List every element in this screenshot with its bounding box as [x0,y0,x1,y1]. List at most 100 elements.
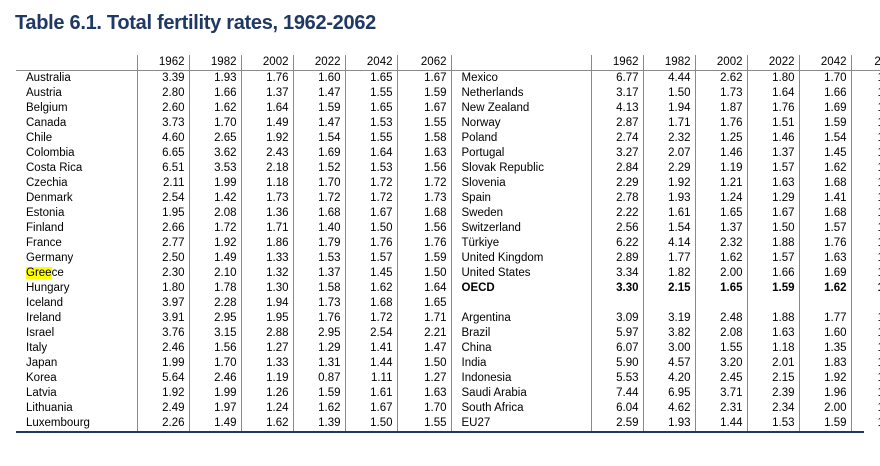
rate-cell: 1.61 [345,386,398,401]
rate-cell: 1.88 [747,311,800,326]
country-name: South Africa [451,401,592,416]
country-name: Chile [16,131,138,146]
rate-cell: 1.18 [747,341,800,356]
country-name: Netherlands [451,86,592,101]
rate-cell: 6.22 [591,236,644,251]
header-year: 1962 [591,55,644,71]
country-name: Estonia [16,206,138,221]
rate-cell: 1.62 [799,161,852,176]
rate-cell: 2.07 [643,146,696,161]
table-row: Estonia 1.95 2.08 1.36 1.68 1.67 1.68 Sweden 2.2… [16,206,880,221]
rate-cell: 2.89 [591,251,644,266]
header-year: 1962 [137,55,190,71]
rate-cell: 2.30 [137,266,190,281]
country-name: United States [451,266,592,281]
rate-cell: 2.22 [591,206,644,221]
rate-cell: 1.66 [799,86,852,101]
rate-cell: 2.87 [591,116,644,131]
rate-cell: 1.92 [189,236,242,251]
country-name: Korea [16,371,138,386]
rate-cell: 1.58 [397,131,452,146]
rate-cell: 3.97 [137,296,190,311]
rate-cell: 2.49 [137,401,190,416]
rate-cell: 1.60 [799,326,852,341]
rate-cell: 1.42 [189,191,242,206]
rate-cell: 1.48 [851,191,880,206]
rate-cell: 2.26 [137,416,190,431]
table-row: Lithuania 2.49 1.97 1.24 1.62 1.67 1.70 South A… [16,401,880,416]
rate-cell: 1.70 [397,401,452,416]
table-row: Denmark 2.54 1.42 1.73 1.72 1.72 1.73 Spain 2.78… [16,191,880,206]
table-row: Latvia 1.92 1.99 1.26 1.59 1.61 1.63 Saudi Arab… [16,386,880,401]
table-row: Japan 1.99 1.70 1.33 1.31 1.44 1.50 India 5.90 4.… [16,356,880,371]
country-name: India [451,356,592,371]
rate-cell: 2.01 [747,356,800,371]
rate-cell: 1.19 [695,161,748,176]
country-name: Greece [16,266,138,281]
rate-cell: 1.73 [293,296,346,311]
rate-cell: 1.72 [345,191,398,206]
rate-cell: 1.68 [851,101,880,116]
rate-cell: 1.44 [345,356,398,371]
rate-cell: 1.57 [851,131,880,146]
rate-cell: 1.47 [397,341,452,356]
country-name: Argentina [451,311,592,326]
rate-cell: 1.94 [241,296,294,311]
header-year: 2062 [851,55,880,71]
rate-cell [591,296,644,311]
rate-cell: 1.57 [747,251,800,266]
rate-cell: 1.92 [137,386,190,401]
country-name: Japan [16,356,138,371]
rate-cell: 2.32 [695,236,748,251]
rate-cell: 6.04 [591,401,644,416]
rate-cell: 1.64 [851,161,880,176]
rate-cell: 6.65 [137,146,190,161]
rate-cell: 4.44 [643,70,696,86]
rate-cell: 1.99 [137,356,190,371]
rate-cell: 7.44 [591,386,644,401]
country-name: Costa Rica [16,161,138,176]
rate-cell: 2.15 [747,371,800,386]
rate-cell: 1.80 [137,281,190,296]
rate-cell: 1.59 [293,386,346,401]
rate-cell: 1.60 [293,70,346,86]
rate-cell: 1.62 [293,401,346,416]
rate-cell: 1.33 [241,251,294,266]
header-row: 1962 1982 2002 2022 2042 2062 1962 1982 … [16,55,880,71]
rate-cell: 2.65 [189,131,242,146]
country-name: Türkiye [451,236,592,251]
rate-cell: 1.27 [397,371,452,386]
rate-cell: 1.73 [695,86,748,101]
rate-cell: 1.65 [695,281,748,296]
country-name: Switzerland [451,221,592,236]
rate-cell: 3.15 [189,326,242,341]
rate-cell: 1.56 [397,221,452,236]
rate-cell: 1.80 [747,70,800,86]
rate-cell: 2.08 [695,326,748,341]
rate-cell: 2.29 [591,176,644,191]
rate-cell: 2.00 [695,266,748,281]
rate-cell: 1.76 [747,101,800,116]
table-row: Israel 3.76 3.15 2.88 2.95 2.54 2.21 Brazil 5.97… [16,326,880,341]
rate-cell: 1.62 [345,281,398,296]
rate-cell: 6.07 [591,341,644,356]
header-year: 1982 [643,55,696,71]
rate-cell: 5.64 [137,371,190,386]
country-name: Luxembourg [16,416,138,431]
rate-cell: 3.82 [643,326,696,341]
country-name: New Zealand [451,101,592,116]
table-row: Czechia 2.11 1.99 1.18 1.70 1.72 1.72 Slovenia 2… [16,176,880,191]
rate-cell: 3.73 [137,116,190,131]
rate-cell: 1.92 [643,176,696,191]
rate-cell: 1.60 [851,221,880,236]
rate-cell: 1.47 [293,116,346,131]
rate-cell: 1.49 [189,416,242,431]
country-name: Finland [16,221,138,236]
rate-cell: 6.77 [591,70,644,86]
rate-cell: 1.99 [189,176,242,191]
rate-cell: 1.67 [397,101,452,116]
country-name: Slovak Republic [451,161,592,176]
rate-cell: 2.54 [345,326,398,341]
rate-cell: 3.30 [591,281,644,296]
rate-cell: 1.87 [695,101,748,116]
